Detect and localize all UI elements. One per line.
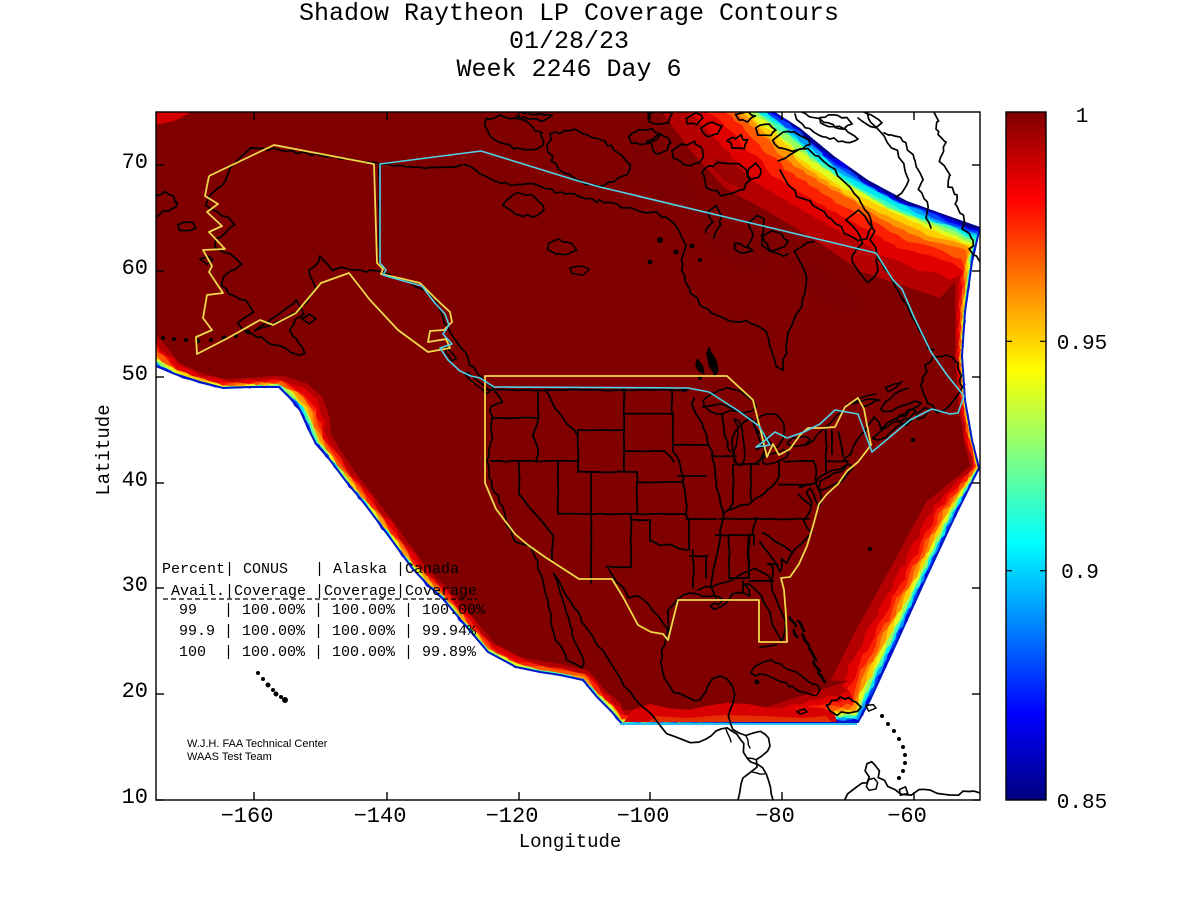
svg-text:30: 30 [122,573,148,598]
svg-text:−120: −120 [486,804,539,829]
svg-text:Week 2246 Day 6: Week 2246 Day 6 [456,55,681,84]
svg-text:50: 50 [122,362,148,387]
svg-text:−160: −160 [221,804,274,829]
svg-text:Latitude: Latitude [93,404,115,495]
svg-text:0.85: 0.85 [1057,792,1107,815]
svg-text:−100: −100 [617,804,670,829]
svg-text:−80: −80 [755,804,795,829]
svg-text:Longitude: Longitude [519,831,622,853]
svg-text:20: 20 [122,679,148,704]
svg-text:99 | 100.00% | 100.00% | 100: 99 | 100.00% | 100.00% | 100.00% [179,602,486,619]
svg-text:60: 60 [122,256,148,281]
svg-text:−60: −60 [887,804,927,829]
svg-text:W.J.H. FAA Technical Center: W.J.H. FAA Technical Center [187,738,328,750]
svg-text:10: 10 [122,785,148,810]
svg-text:40: 40 [122,468,148,493]
svg-text:−140: −140 [354,804,407,829]
svg-text:Shadow Raytheon LP Coverage Co: Shadow Raytheon LP Coverage Contours [299,0,839,28]
svg-text:WAAS Test Team: WAAS Test Team [187,751,272,763]
svg-text:Avail.|Coverage |Coverage|Cove: Avail.|Coverage |Coverage|Coverage [162,583,477,600]
svg-text:99.9 | 100.00% | 100.00% | 99.: 99.9 | 100.00% | 100.00% | 99.94% [179,623,477,640]
svg-text:100 | 100.00% | 100.00% | 99.: 100 | 100.00% | 100.00% | 99.89% [179,644,477,661]
svg-text:1: 1 [1076,106,1089,129]
svg-text:01/28/23: 01/28/23 [509,27,629,56]
svg-text:0.95: 0.95 [1057,333,1107,356]
svg-text:70: 70 [122,150,148,175]
svg-text:Percent| CONUS | Alaska |Can: Percent| CONUS | Alaska |Canada [162,561,459,578]
svg-text:0.9: 0.9 [1061,562,1099,585]
